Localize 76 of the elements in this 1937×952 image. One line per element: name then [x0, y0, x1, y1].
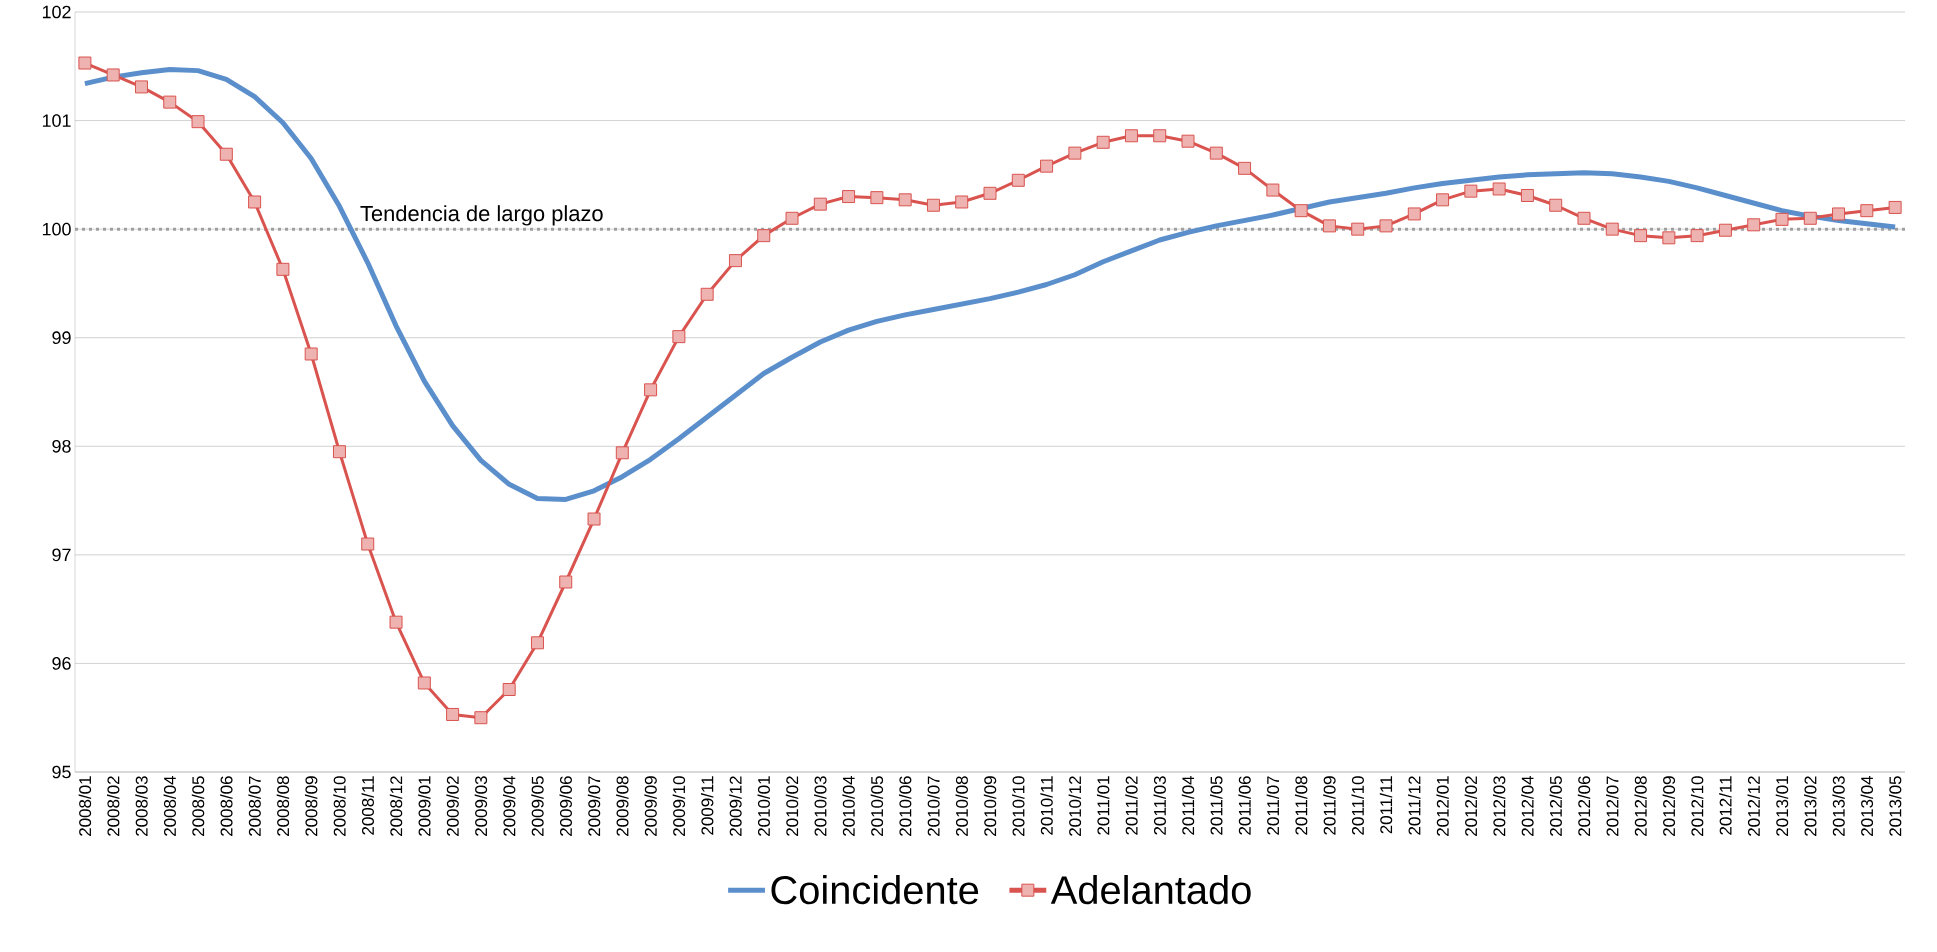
x-tick-label: 2009/03	[474, 776, 488, 836]
x-tick-label: 2010/09	[983, 776, 997, 836]
x-tick-label: 2010/03	[814, 776, 827, 836]
x-tick-label: 2013/01	[1775, 776, 1789, 836]
y-tick-label: 99	[52, 331, 71, 345]
x-tick-label: 2011/05	[1210, 776, 1223, 835]
x-tick-label: 2008/07	[248, 776, 261, 836]
y-tick-label: 96	[52, 657, 71, 670]
y-tick-label: 101	[42, 114, 71, 127]
x-tick-label: 2010/04	[842, 776, 855, 836]
x-tick-label: 2009/06	[559, 776, 572, 836]
x-tick-label: 2009/11	[700, 776, 714, 835]
x-tick-label: 2009/08	[616, 776, 629, 836]
x-tick-label: 2013/05	[1888, 776, 1902, 836]
x-tick-label: 2012/04	[1521, 776, 1534, 836]
x-tick-label: 2008/04	[163, 776, 176, 836]
x-tick-label: 2012/10	[1690, 776, 1704, 836]
x-tick-label: 2013/03	[1832, 776, 1845, 836]
x-tick-label: 2009/04	[502, 776, 516, 836]
x-tick-label: 2012/01	[1436, 776, 1449, 836]
y-tick-label: 102	[42, 5, 71, 19]
x-tick-label: 2010/07	[927, 776, 940, 836]
x-tick-label: 2010/02	[785, 776, 799, 836]
x-tick-label: 2010/12	[1068, 776, 1082, 836]
x-tick-label: 2008/02	[106, 776, 120, 836]
x-tick-label: 2009/05	[531, 776, 544, 836]
y-tick-label: 97	[52, 548, 71, 562]
ref-line-label: Tendencia de largo plazo	[360, 205, 603, 226]
x-tick-label: 2012/07	[1606, 776, 1619, 836]
x-tick-label: 2012/03	[1492, 776, 1506, 836]
legend-label: Coincidente	[771, 874, 979, 905]
x-tick-label: 2009/10	[672, 776, 686, 836]
x-tick-label: 2011/04	[1181, 776, 1195, 835]
x-tick-label: 2009/01	[418, 776, 431, 836]
x-tick-label: 2011/12	[1408, 776, 1421, 835]
x-tick-label: 2008/03	[135, 776, 148, 836]
x-tick-label: 2012/05	[1549, 776, 1562, 836]
x-tick-label: 2008/08	[276, 776, 290, 836]
x-tick-label: 2008/05	[191, 776, 205, 836]
x-tick-label: 2011/07	[1266, 776, 1280, 835]
x-tick-label: 2011/03	[1153, 776, 1166, 835]
y-tick-label: 95	[52, 765, 71, 779]
x-tick-label: 2011/01	[1096, 776, 1110, 835]
x-tick-label: 2012/08	[1634, 776, 1647, 836]
x-tick-label: 2013/04	[1860, 776, 1874, 836]
x-tick-label: 2010/01	[757, 776, 770, 836]
x-tick-label: 2011/02	[1125, 776, 1138, 835]
x-tick-label: 2009/12	[729, 776, 742, 836]
x-tick-label: 2011/11	[1379, 776, 1393, 834]
x-tick-label: 2012/09	[1662, 776, 1676, 836]
x-tick-label: 2008/12	[389, 776, 403, 836]
x-tick-label: 2010/06	[898, 776, 912, 836]
x-tick-label: 2008/11	[361, 776, 374, 835]
legend-label: Adelantado	[1050, 874, 1251, 905]
x-tick-label: 2012/02	[1464, 776, 1478, 836]
x-tick-label: 2010/11	[1040, 776, 1053, 835]
x-tick-label: 2013/02	[1804, 776, 1817, 836]
x-tick-label: 2008/01	[78, 776, 92, 836]
y-tick-label: 98	[52, 439, 71, 453]
x-tick-label: 2011/09	[1323, 776, 1336, 835]
x-tick-label: 2011/06	[1238, 776, 1251, 835]
x-tick-label: 2010/08	[955, 776, 968, 836]
x-tick-label: 2011/08	[1294, 776, 1308, 835]
x-tick-label: 2012/12	[1747, 776, 1760, 836]
x-tick-label: 2009/02	[446, 776, 459, 836]
x-tick-label: 2008/10	[333, 776, 346, 836]
x-tick-label: 2012/06	[1577, 776, 1591, 836]
x-tick-label: 2008/09	[304, 776, 318, 836]
x-tick-label: 2009/09	[644, 776, 657, 836]
y-tick-label: 100	[42, 222, 71, 236]
x-tick-label: 2011/10	[1351, 776, 1364, 835]
x-tick-label: 2010/05	[870, 776, 884, 836]
x-tick-label: 2008/06	[220, 776, 233, 836]
x-tick-label: 2010/10	[1012, 776, 1025, 836]
x-tick-label: 2009/07	[587, 776, 601, 836]
x-tick-label: 2012/11	[1719, 776, 1732, 835]
